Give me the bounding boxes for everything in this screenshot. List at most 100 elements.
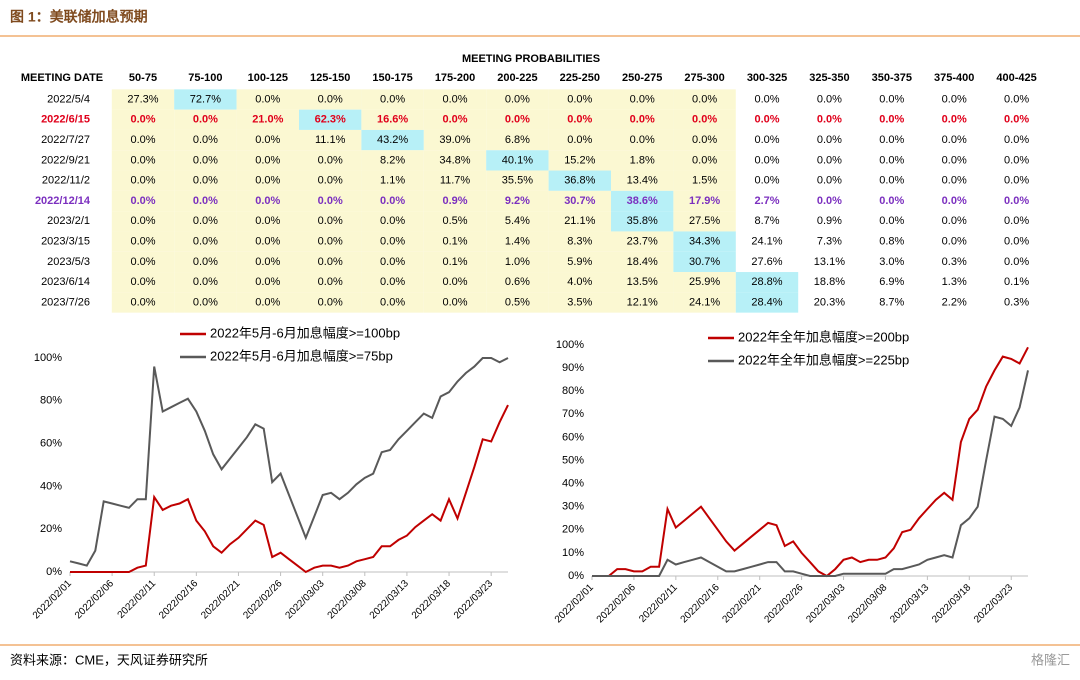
probability: 28.4% [751,296,782,308]
legend-label: 2022年5月-6月加息幅度>=100bp [210,325,400,340]
y-tick-label: 20% [40,523,62,535]
probability: 0.0% [193,175,218,187]
legend-label: 2022年全年加息幅度>=225bp [738,352,909,367]
probability: 0.0% [942,93,967,105]
probability: 27.6% [751,256,782,268]
probability: 0.9% [817,215,842,227]
probability: 0.0% [255,175,280,187]
table-title: MEETING PROBABILITIES [462,53,600,65]
probability: 1.5% [692,175,717,187]
cell-bg [673,190,736,212]
meeting-date: 2022/7/27 [41,134,90,146]
cell-bg [236,251,299,273]
probability: 20.3% [814,296,845,308]
probability: 8.2% [380,154,405,166]
probability: 2.2% [942,296,967,308]
cell-bg [111,109,175,130]
probability: 0.0% [1004,154,1029,166]
y-tick-label: 100% [556,339,584,351]
cell-bg [236,211,299,232]
column-header: 400-425 [996,72,1036,84]
probability: 0.0% [942,134,967,146]
cell-bg [174,89,237,110]
probability: 0.0% [817,114,842,126]
probability: 0.0% [193,276,218,288]
cell-bg [361,170,424,191]
probability: 0.0% [193,154,218,166]
probability: 15.2% [564,154,595,166]
meeting-date: 2022/9/21 [41,154,90,166]
probability: 0.0% [567,134,592,146]
cell-bg [361,211,424,232]
column-header: 100-125 [248,72,288,84]
probability: 0.0% [255,154,280,166]
cell-bg [611,89,674,110]
probability: 0.0% [567,114,592,126]
probability: 0.0% [879,93,904,105]
probability: 0.0% [380,93,405,105]
cell-bg [423,190,487,212]
probability: 0.0% [879,114,904,126]
legend-label: 2022年全年加息幅度>=200bp [738,329,909,344]
probability: 0.0% [193,114,218,126]
cell-bg [548,150,611,171]
cell-bg [673,211,736,232]
series-line [70,404,509,574]
cell-bg [611,231,674,252]
probability: 5.4% [505,215,530,227]
column-header: 300-325 [747,72,787,84]
cell-bg [735,292,799,313]
cell-bg [361,190,424,212]
y-tick-label: 70% [562,408,584,420]
cell-bg [361,251,424,273]
cell-bg [236,190,299,212]
probability: 0.0% [879,154,904,166]
cell-bg [548,170,611,191]
cell-bg [548,211,611,232]
probability: 0.0% [879,175,904,187]
probability: 8.3% [567,236,592,248]
cell-bg [111,150,175,171]
probability: 0.0% [255,134,280,146]
cell-bg [673,150,736,171]
probability: 0.0% [817,154,842,166]
probability: 0.0% [380,215,405,227]
probability: 3.0% [879,256,904,268]
cell-bg [611,150,674,171]
cell-bg [111,251,175,273]
probability: 0.0% [130,215,155,227]
probability: 0.1% [442,236,467,248]
probability: 13.5% [627,276,658,288]
probability: 24.1% [689,296,720,308]
probability: 0.0% [1004,114,1029,126]
cell-bg [111,190,175,212]
probability: 0.0% [1004,175,1029,187]
probability: 12.1% [627,296,658,308]
probability: 5.9% [567,256,592,268]
series-line [592,346,1029,578]
probability: 0.1% [442,256,467,268]
cell-bg [361,231,424,252]
cell-bg [548,109,611,130]
probability: 3.5% [567,296,592,308]
cell-bg [299,272,362,293]
probability: 0.0% [630,134,655,146]
probability: 0.0% [380,256,405,268]
probability: 27.3% [127,93,158,105]
cell-bg [673,109,736,130]
cell-bg [486,109,549,130]
cell-bg [299,89,362,110]
probability: 34.3% [689,236,720,248]
probability: 0.3% [1004,296,1029,308]
cell-bg [236,170,299,191]
cell-bg [611,211,674,232]
probability: 0.0% [692,154,717,166]
probability: 0.0% [255,93,280,105]
probability: 0.0% [318,215,343,227]
probability: 0.0% [754,154,779,166]
column-header: 75-100 [188,72,222,84]
probability: 1.4% [505,236,530,248]
probability: 0.0% [130,195,155,207]
cell-bg [611,109,674,130]
cell-bg [611,170,674,191]
